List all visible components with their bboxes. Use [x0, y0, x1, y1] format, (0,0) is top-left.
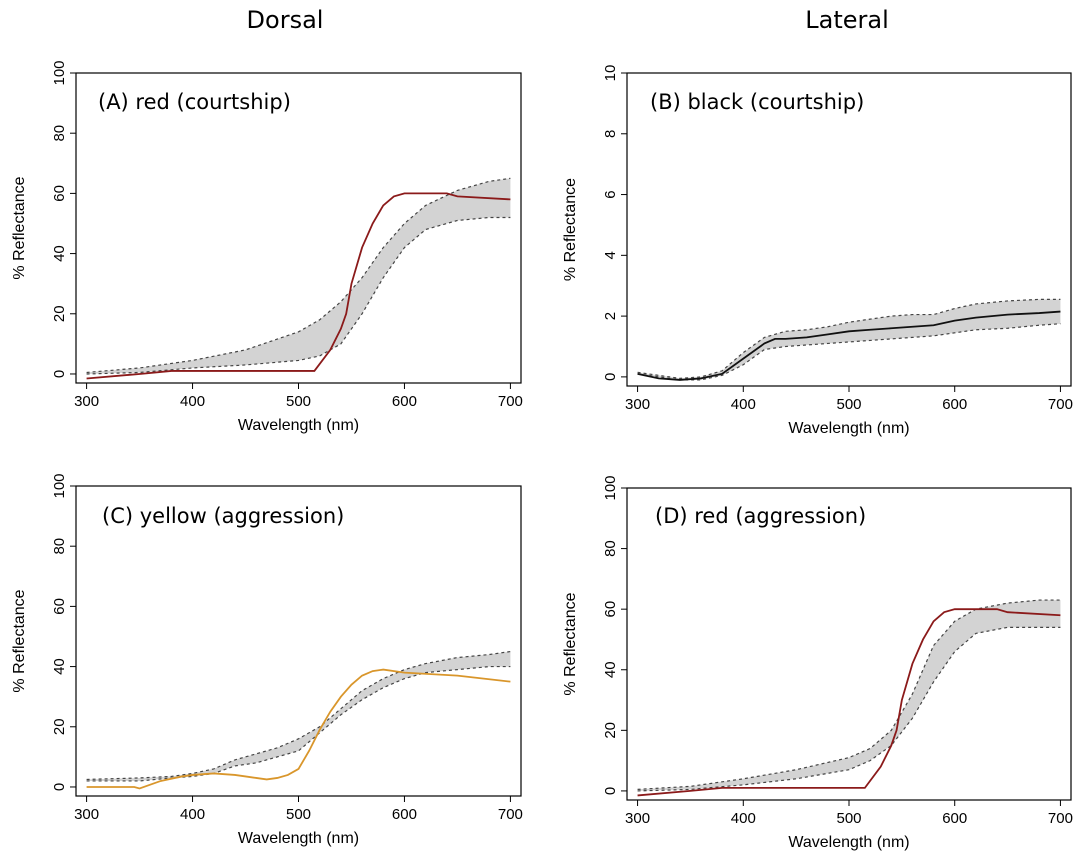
y-tick-label: 60: [51, 185, 68, 202]
y-tick-label: 100: [51, 473, 68, 498]
y-tick-label: 6: [602, 190, 619, 198]
confidence-band: [86, 651, 511, 781]
x-axis-label: Wavelength (nm): [238, 417, 359, 434]
band-upper-edge: [637, 599, 1061, 790]
x-tick-label: 400: [180, 393, 205, 410]
panel-c: 300 400 500 600 700 0 20 40 60 80 100 Wavelength (n…: [11, 473, 523, 847]
x-axis-label: Wavelength (nm): [788, 420, 909, 437]
y-tick-label: 20: [51, 305, 68, 322]
band-lower-edge: [86, 665, 511, 782]
y-tick-label: 0: [51, 370, 68, 378]
y-tick-label: 10: [602, 65, 619, 82]
reflectance-curve: [637, 310, 1061, 381]
plot-frame: [626, 487, 1072, 801]
confidence-band: [637, 299, 1061, 380]
confidence-band: [86, 178, 511, 374]
y-tick-label: 0: [602, 787, 619, 795]
reflectance-curve: [86, 668, 511, 790]
reflectance-curve: [637, 608, 1061, 797]
reflectance-curve: [86, 192, 511, 380]
x-tick-label: 600: [392, 806, 417, 823]
x-tick-label: 600: [392, 393, 417, 410]
y-tick-label: 80: [602, 540, 619, 557]
x-tick-label: 500: [836, 396, 861, 413]
x-tick-label: 300: [74, 806, 99, 823]
panel-label: (D) red (aggression): [655, 504, 866, 528]
confidence-band: [637, 600, 1061, 791]
band-lower-edge: [637, 323, 1061, 381]
y-tick-label: 100: [51, 60, 68, 85]
x-tick-label: 700: [1048, 396, 1073, 413]
x-tick-label: 400: [731, 810, 756, 827]
x-tick-label: 300: [625, 810, 650, 827]
y-tick-label: 80: [51, 125, 68, 142]
x-tick-label: 700: [498, 393, 523, 410]
x-tick-label: 400: [731, 396, 756, 413]
x-tick-label: 600: [942, 810, 967, 827]
lateral-header: Lateral: [805, 6, 889, 34]
x-tick-label: 700: [1048, 810, 1073, 827]
panel-label: (B) black (courtship): [650, 90, 864, 114]
x-tick-label: 500: [286, 393, 311, 410]
panel-label: (C) yellow (aggression): [102, 504, 344, 528]
x-tick-label: 300: [625, 396, 650, 413]
x-tick-label: 500: [836, 810, 861, 827]
x-tick-label: 600: [942, 396, 967, 413]
panel-d: 300 400 500 600 700 0 20 40 60 80 100 Wavelength (n…: [562, 475, 1073, 851]
y-axis-label: % Reflectance: [562, 178, 579, 281]
panel-a: 300 400 500 600 700 0 20 40 60 80 100 Wavelength (n…: [11, 60, 523, 434]
y-tick-label: 40: [51, 245, 68, 262]
x-tick-label: 700: [498, 806, 523, 823]
band-lower-edge: [86, 216, 511, 375]
x-axis-label: Wavelength (nm): [788, 834, 909, 851]
x-axis-label: Wavelength (nm): [238, 830, 359, 847]
y-axis-label: % Reflectance: [562, 592, 579, 695]
y-tick-label: 8: [602, 130, 619, 138]
y-tick-label: 40: [51, 658, 68, 675]
x-tick-label: 300: [74, 393, 99, 410]
y-tick-label: 0: [602, 373, 619, 381]
x-tick-label: 500: [286, 806, 311, 823]
y-tick-label: 60: [51, 598, 68, 615]
band-lower-edge: [637, 626, 1061, 792]
x-tick-label: 400: [180, 806, 205, 823]
y-axis-label: % Reflectance: [11, 589, 28, 692]
y-tick-label: 4: [602, 251, 619, 259]
panel-b: 300 400 500 600 700 0 2 4 6 8 10 Wavelength (nm) % R…: [562, 65, 1073, 437]
y-tick-label: 2: [602, 312, 619, 320]
y-tick-label: 0: [51, 783, 68, 791]
dorsal-header: Dorsal: [246, 6, 324, 34]
y-axis-label: % Reflectance: [11, 176, 28, 279]
band-upper-edge: [86, 177, 511, 374]
band-upper-edge: [86, 650, 511, 781]
y-tick-label: 20: [602, 722, 619, 739]
y-tick-label: 40: [602, 661, 619, 678]
y-tick-label: 60: [602, 601, 619, 618]
y-tick-label: 80: [51, 538, 68, 555]
band-upper-edge: [637, 298, 1061, 380]
panel-label: (A) red (courtship): [98, 90, 291, 114]
y-tick-label: 100: [602, 475, 619, 500]
y-tick-label: 20: [51, 718, 68, 735]
